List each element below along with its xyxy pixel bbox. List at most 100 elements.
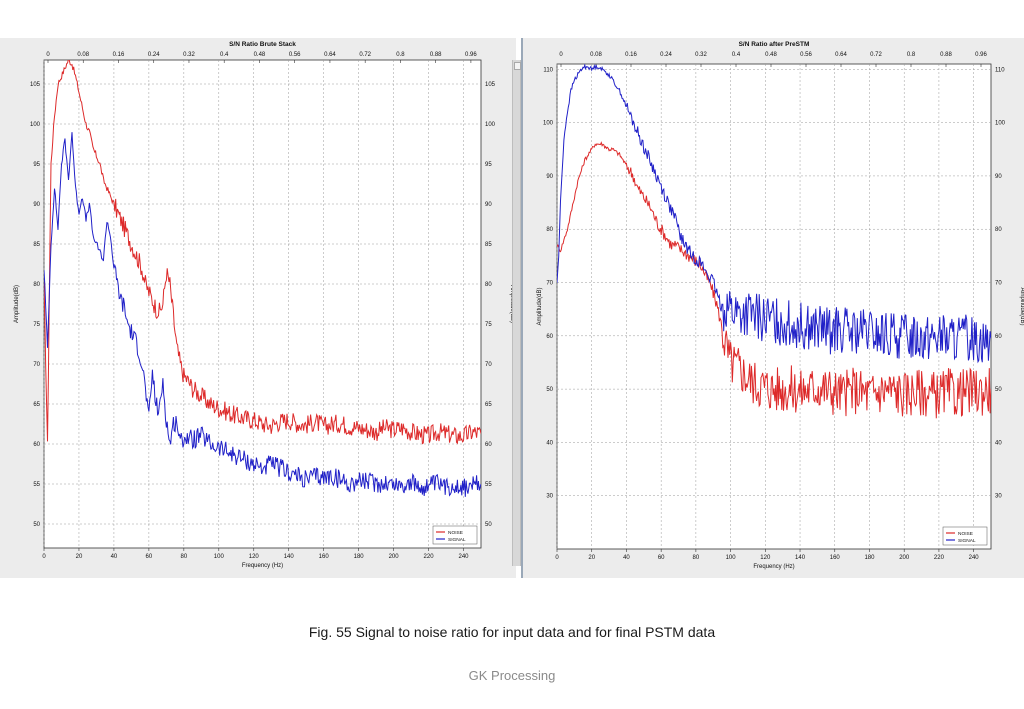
- y-tick-label-right: 65: [485, 402, 492, 408]
- series-line-noise: [557, 141, 991, 419]
- y-tick-label-left: 110: [543, 67, 553, 73]
- x-tick-label: 60: [146, 554, 153, 560]
- x-tick-label: 0: [42, 554, 46, 560]
- x-tick-label: 140: [284, 554, 295, 560]
- y-tick-label-right: 30: [995, 494, 1002, 500]
- x-tick-label: 100: [214, 554, 225, 560]
- x-axis-label: Frequency (Hz): [753, 564, 794, 570]
- x-tick-label: 20: [588, 555, 595, 561]
- legend-label: NOISE: [448, 530, 463, 536]
- top-tick-label: 0.32: [183, 52, 195, 58]
- x-tick-label: 80: [693, 555, 700, 561]
- y-tick-label-right: 50: [485, 522, 492, 528]
- top-tick-label: 0.08: [77, 52, 89, 58]
- y-tick-label-right: 90: [485, 202, 492, 208]
- brute-stack-chart: S/N Ratio Brute Stack 0 0.08 0.16 0.24 0.32 0.…: [14, 41, 515, 569]
- y-tick-label-right: 85: [485, 242, 492, 248]
- top-tick-label: 0.8: [907, 52, 916, 58]
- x-tick-label: 200: [899, 555, 910, 561]
- legend-label: SIGNAL: [958, 538, 976, 544]
- y-tick-label-right: 40: [995, 440, 1002, 446]
- x-tick-label: 80: [180, 554, 187, 560]
- y-tick-label-right: 60: [485, 442, 492, 448]
- top-tick-label: 0.48: [254, 52, 266, 58]
- y-tick-label-right: 60: [995, 334, 1002, 340]
- top-tick-label: 0.88: [430, 52, 442, 58]
- y-tick-label-left: 40: [546, 440, 553, 446]
- x-tick-label: 200: [389, 554, 400, 560]
- y-tick-label-left: 55: [33, 482, 40, 488]
- series-line-noise: [44, 60, 481, 445]
- y-tick-label-left: 60: [33, 442, 40, 448]
- y-axis-label-right: Amplitude(dB): [1019, 287, 1024, 325]
- y-tick-label-left: 70: [546, 281, 553, 287]
- y-tick-label-right: 55: [485, 482, 492, 488]
- x-tick-label: 160: [319, 554, 330, 560]
- y-tick-label-right: 90: [995, 174, 1002, 180]
- x-tick-label: 180: [864, 555, 875, 561]
- y-tick-label-right: 100: [485, 122, 496, 128]
- top-tick-label: 0.24: [148, 52, 160, 58]
- x-axis-label: Frequency (Hz): [242, 563, 283, 569]
- y-tick-label-right: 110: [995, 67, 1005, 73]
- chart-title: S/N Ratio after PreSTM: [739, 41, 810, 48]
- top-tick-label: 0.16: [113, 52, 125, 58]
- y-tick-label-right: 105: [485, 82, 496, 88]
- y-tick-label-right: 70: [995, 281, 1002, 287]
- x-tick-label: 120: [249, 554, 260, 560]
- y-tick-label-left: 90: [33, 202, 40, 208]
- x-tick-label: 140: [795, 555, 806, 561]
- y-tick-label-right: 70: [485, 362, 492, 368]
- x-tick-label: 240: [459, 554, 470, 560]
- legend-label: NOISE: [958, 531, 973, 537]
- top-tick-label: 0.4: [732, 52, 741, 58]
- chart-title: S/N Ratio Brute Stack: [229, 41, 296, 48]
- plot-area: [43, 59, 482, 549]
- y-tick-label-left: 100: [30, 122, 41, 128]
- top-tick-label: 0: [559, 52, 563, 58]
- prestm-chart: S/N Ratio after PreSTM 0 0.08 0.16 0.24 0.32 0…: [537, 41, 1024, 570]
- top-tick-label: 0.64: [835, 52, 847, 58]
- x-tick-label: 220: [934, 555, 945, 561]
- top-tick-label: 0.88: [940, 52, 952, 58]
- splitter-handle[interactable]: [514, 62, 521, 70]
- y-tick-label-left: 85: [33, 242, 40, 248]
- y-tick-label-right: 75: [485, 322, 492, 328]
- x-tick-label: 0: [555, 555, 559, 561]
- panel-splitter[interactable]: [512, 60, 521, 566]
- y-axis-label-left: Amplitude(dB): [537, 287, 543, 325]
- y-tick-label-right: 80: [995, 227, 1002, 233]
- y-tick-label-left: 70: [33, 362, 40, 368]
- y-tick-label-left: 105: [30, 82, 41, 88]
- y-tick-label-left: 95: [33, 162, 40, 168]
- left-chart-panel: S/N Ratio Brute Stack 0 0.08 0.16 0.24 0.32 0.…: [0, 38, 516, 578]
- y-tick-label-left: 80: [546, 227, 553, 233]
- x-tick-label: 160: [830, 555, 841, 561]
- legend-label: SIGNAL: [448, 537, 466, 543]
- y-axis-label-left: Amplitude(dB): [14, 285, 20, 323]
- series-line-signal: [44, 132, 481, 497]
- y-tick-label-left: 60: [546, 334, 553, 340]
- y-tick-label-left: 90: [546, 174, 553, 180]
- footer-text: GK Processing: [468, 668, 556, 683]
- top-tick-label: 0.56: [800, 52, 812, 58]
- y-tick-label-right: 50: [995, 387, 1002, 393]
- top-tick-label: 0.32: [695, 52, 707, 58]
- y-tick-label-right: 100: [995, 121, 1006, 127]
- top-tick-label: 0.48: [765, 52, 777, 58]
- x-tick-label: 40: [623, 555, 630, 561]
- top-tick-label: 0: [46, 52, 50, 58]
- top-tick-label: 0.16: [625, 52, 637, 58]
- splitter-divider: [521, 38, 523, 578]
- top-tick-label: 0.96: [465, 52, 477, 58]
- top-tick-label: 0.96: [975, 52, 987, 58]
- x-tick-label: 120: [760, 555, 771, 561]
- x-tick-label: 180: [354, 554, 365, 560]
- top-tick-label: 0.64: [324, 52, 336, 58]
- y-tick-label-right: 95: [485, 162, 492, 168]
- top-tick-label: 0.56: [289, 52, 301, 58]
- top-tick-label: 0.4: [220, 52, 229, 58]
- y-tick-label-left: 50: [546, 387, 553, 393]
